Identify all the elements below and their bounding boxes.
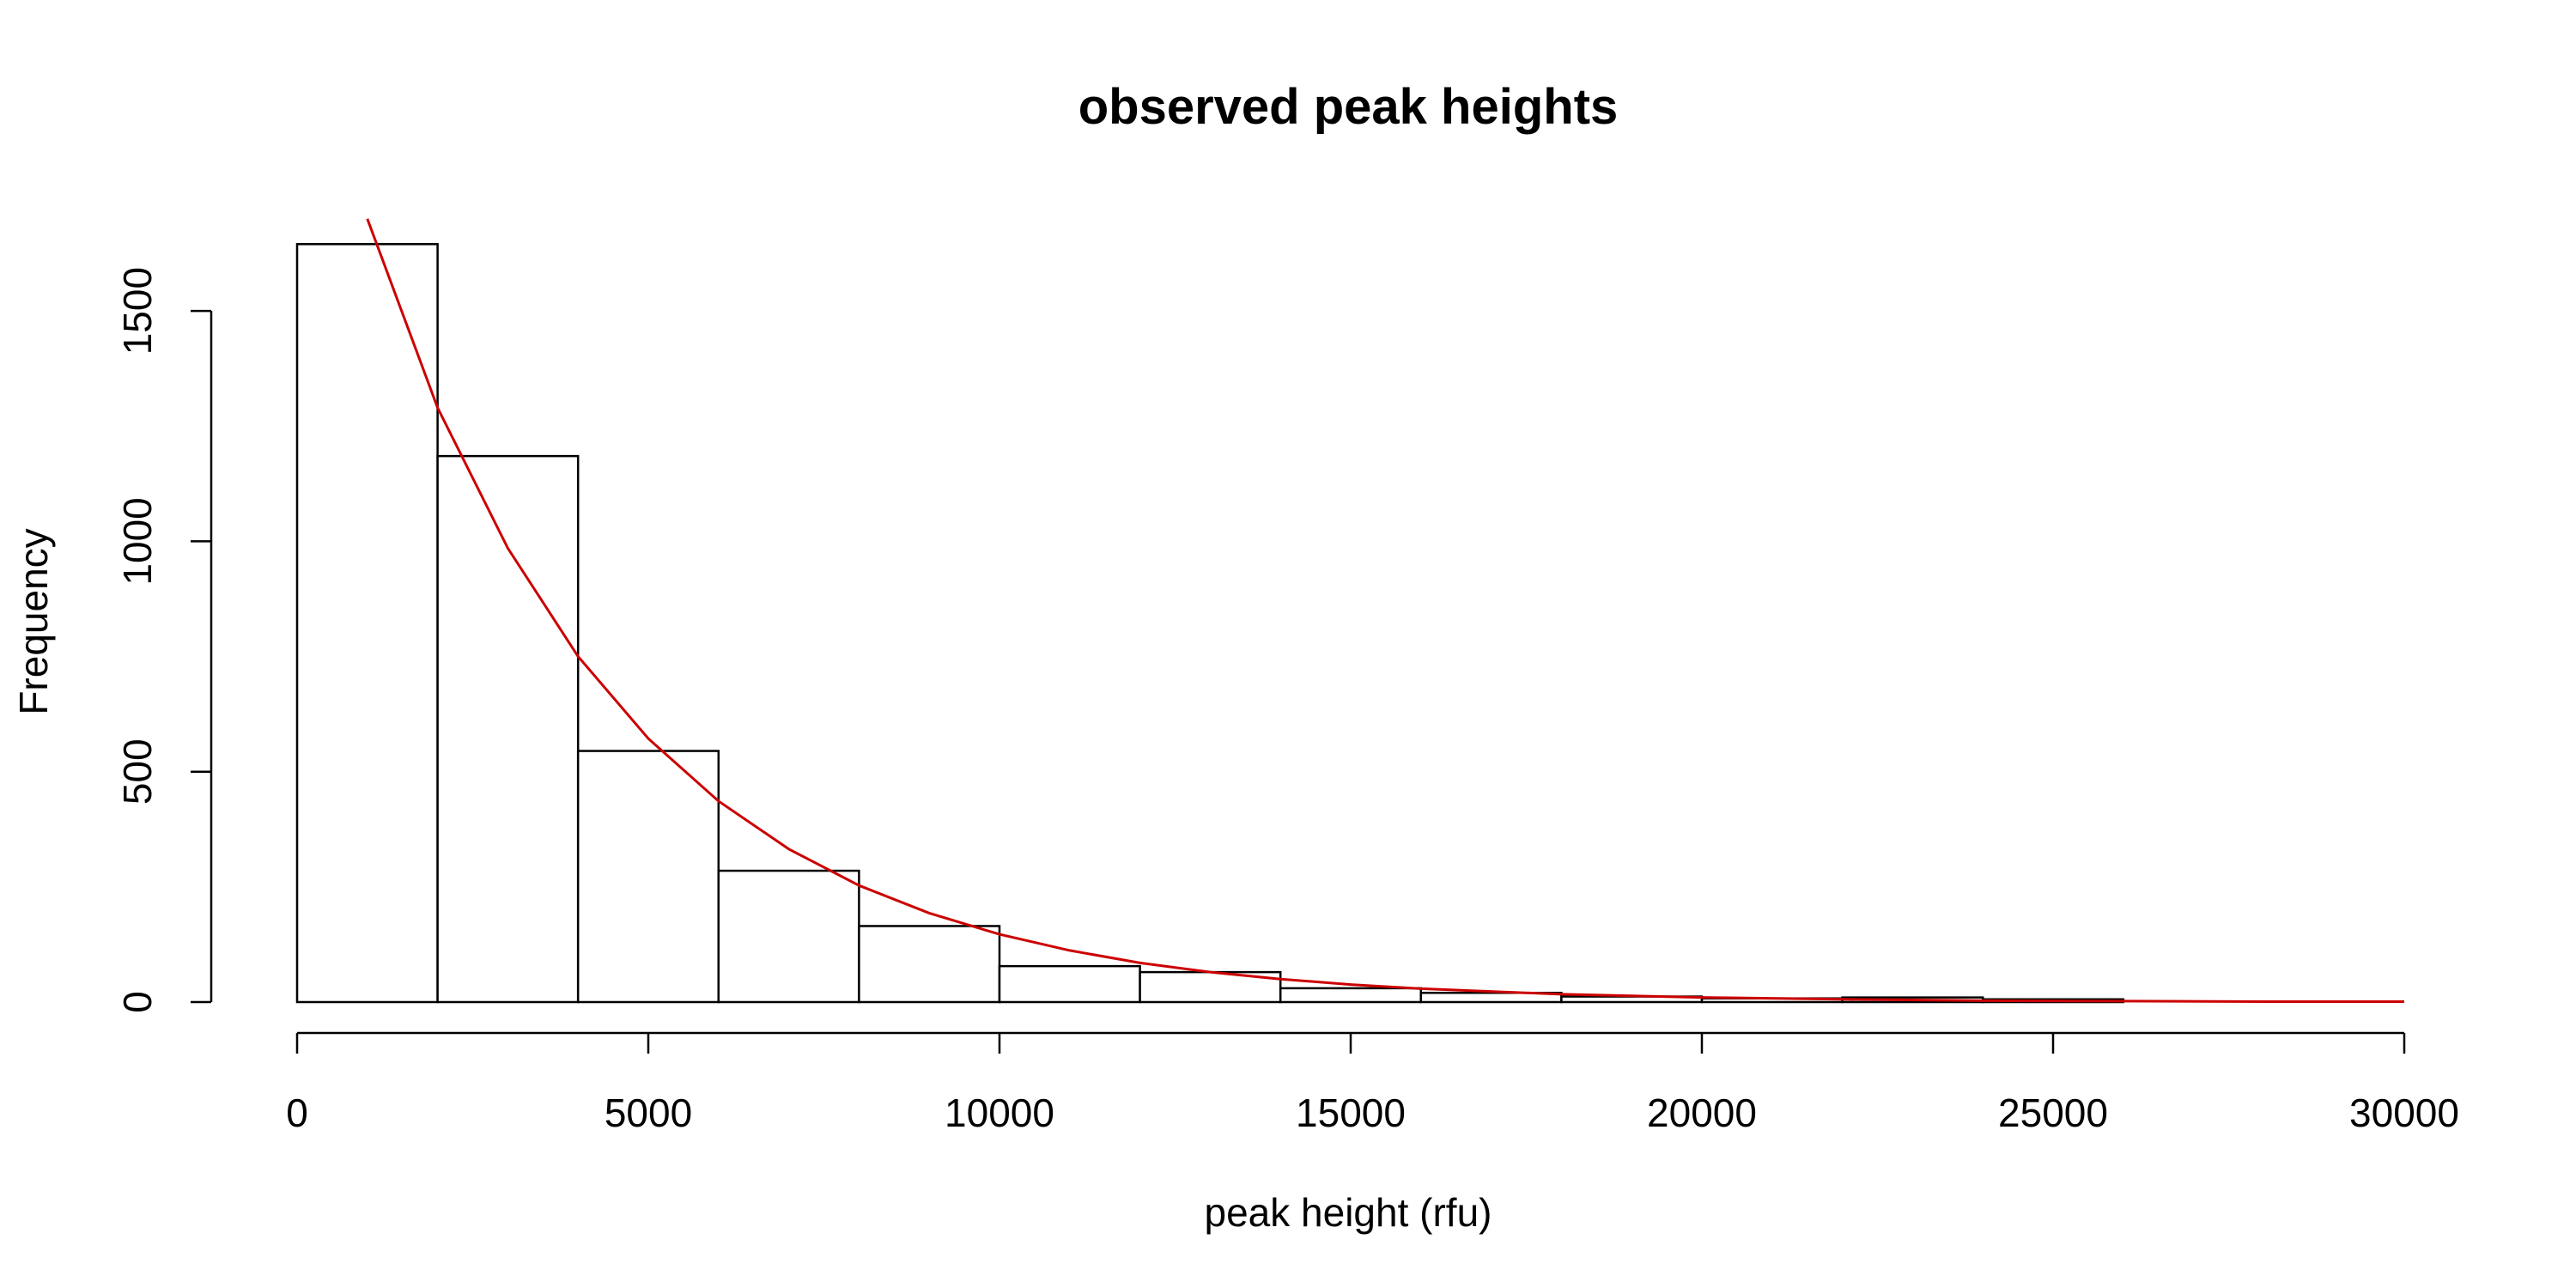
x-tick-label: 25000 [1998,1091,2108,1135]
histogram-bars [295,243,2125,1004]
x-tick-label: 30000 [2349,1091,2459,1135]
histogram-bar [998,964,1141,1004]
x-axis: 0 5000 10000 15000 20000 25000 30000 [286,1031,2459,1135]
histogram-bar [295,243,439,1004]
y-axis: 0 500 1000 1500 [115,267,213,1013]
y-tick-label: 0 [115,991,160,1013]
fitted-density-curve [366,218,2404,1003]
x-tick-label: 10000 [945,1091,1054,1135]
histogram-bar [858,925,1001,1004]
histogram-bar [436,454,580,1004]
x-tick-label: 5000 [605,1091,692,1135]
x-tick-label: 20000 [1647,1091,1757,1135]
y-tick-label: 500 [115,738,160,805]
histogram-bar [1279,987,1423,1004]
x-tick-label: 0 [286,1091,308,1135]
y-tick-label: 1000 [115,497,160,585]
fitted-curve-layer [366,218,2404,1003]
histogram-bar [576,750,720,1004]
x-axis-label: peak height (rfu) [1205,1190,1492,1235]
histogram-bar [717,869,860,1004]
x-tick-label: 15000 [1296,1091,1406,1135]
y-axis-label: Frequency [11,528,56,714]
chart-title: observed peak heights [1078,79,1619,135]
y-tick-label: 1500 [115,267,160,355]
